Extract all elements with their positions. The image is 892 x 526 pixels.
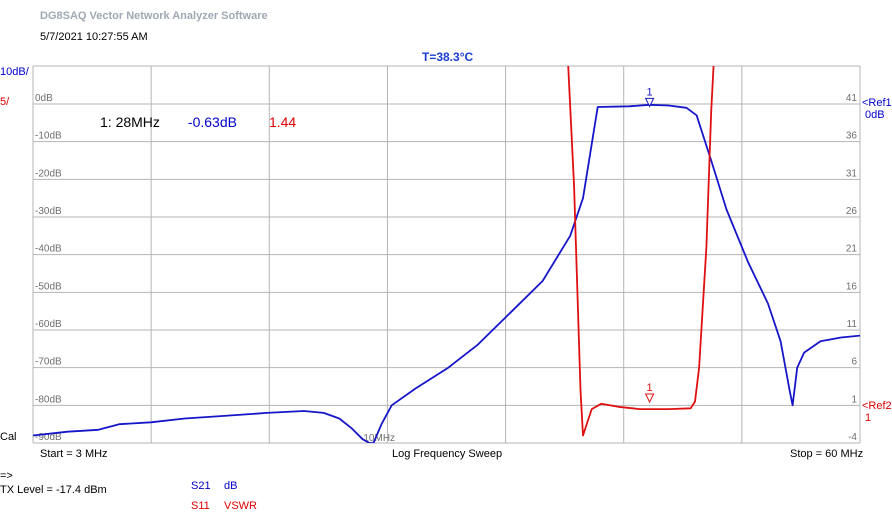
y-left-tick-label: -60dB [35,319,62,330]
marker-readout-label: 1: 28MHz [100,114,160,130]
sweep-start: Start = 3 MHz [40,448,108,460]
marker-triangle-s21 [644,97,655,108]
y-left-tick-label: -10dB [35,131,62,142]
left-scale-s11: 5/ [0,96,10,108]
marker-readout-s11: 1.44 [268,114,297,130]
y-left-tick-label: -80dB [35,394,62,405]
y-right-tick-label: 6 [851,357,857,368]
y-right-tick-label: 11 [847,319,858,330]
series-line-s21 [33,103,860,443]
datetime: 5/7/2021 10:27:55 AM [40,31,148,43]
y-left-tick-label: 0dB [35,93,53,104]
y-left-tick-label: -40dB [35,244,62,255]
y-right-tick-label: -4 [848,432,857,443]
y-left-tick-label: -50dB [35,281,62,292]
tx-level: TX Level = -17.4 dBm [0,484,107,496]
left-scale-s21: 10dB/ [0,66,29,78]
y-left-tick-label: -30dB [35,206,62,217]
y-left-tick-label: -70dB [35,357,62,368]
y-right-tick-label: 21 [846,244,858,255]
ref2-value: 1 [865,412,872,424]
marker-triangle-s11 [644,393,655,404]
x-tick-label: 10MHz [363,433,395,444]
marker-label-s21: 1 [647,86,653,98]
legend-s11-name: S11 [191,500,210,512]
y-right-tick-label: 26 [846,206,858,217]
y-left-tick-label: -90dB [35,432,62,443]
marker-label-s11: 1 [647,382,653,394]
cal-label: Cal [0,431,17,443]
ref1-value: 0dB [865,109,885,121]
legend-s21-name: S21 [191,480,211,492]
app-title: DG8SAQ Vector Network Analyzer Software [40,10,268,22]
y-right-tick-label: 31 [846,168,858,179]
marker-readout-s21: -0.63dB [187,114,237,130]
ref1-label: <Ref1 [862,97,892,109]
y-right-tick-label: 1 [851,394,857,405]
y-right-tick-label: 36 [846,131,858,142]
temperature: T=38.3°C [422,50,474,64]
y-left-tick-label: -20dB [35,168,62,179]
sweep-stop: Stop = 60 MHz [790,448,864,460]
legend-s11-unit: VSWR [224,500,257,512]
ref2-label: <Ref2 [862,400,892,412]
y-right-tick-label: 41 [846,93,858,104]
sweep-mode: Log Frequency Sweep [392,448,503,460]
legend-s21-unit: dB [224,480,238,492]
status-arrow: => [0,470,13,482]
y-right-tick-label: 16 [846,281,858,292]
series-line-s11 [567,66,715,437]
marker-readout: 1: 28MHz -0.63dB 1.44 [100,114,296,130]
